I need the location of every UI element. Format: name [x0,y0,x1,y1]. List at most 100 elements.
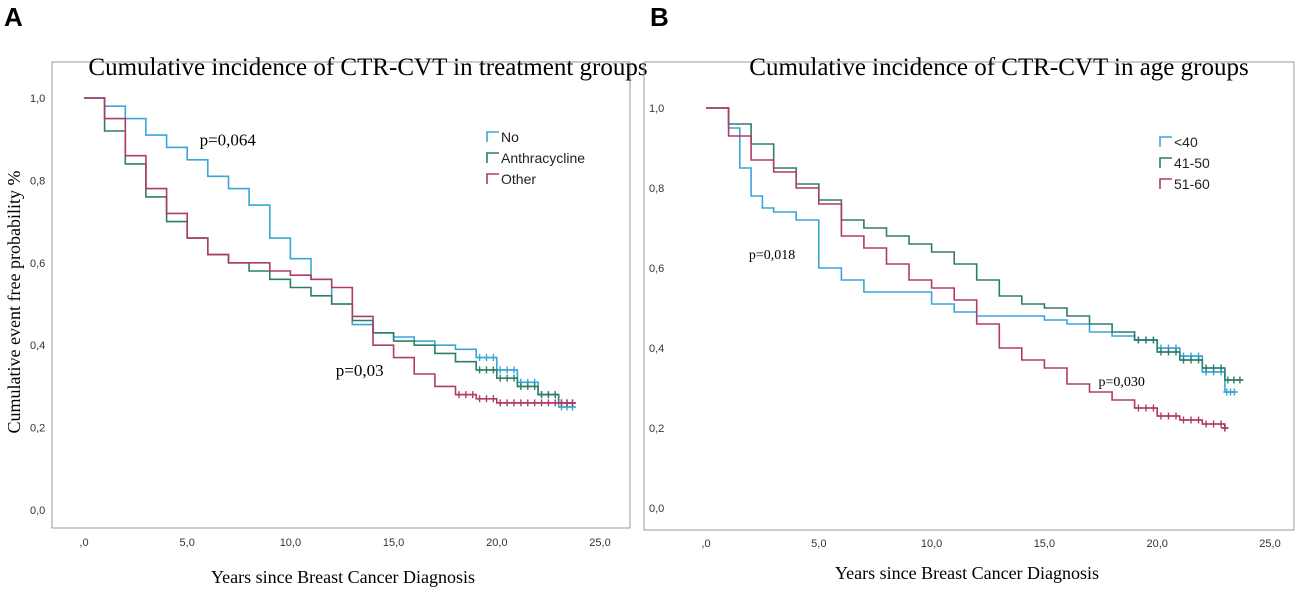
censor-mark [524,382,532,390]
censor-mark [496,366,504,374]
censor-mark [1142,336,1150,344]
x-tick-label: 25,0 [1259,538,1280,550]
plot-frame [51,61,631,529]
censor-mark [1157,348,1165,356]
censor-mark [1172,348,1180,356]
legend-swatch [486,173,499,184]
censor-mark [1134,404,1142,412]
censor-mark [510,399,518,407]
censor-mark [1217,420,1225,428]
censor-mark [496,399,504,407]
censor-mark [551,399,559,407]
legend-label: <40 [1174,134,1198,150]
series-line-no [84,97,576,408]
censor-mark [1149,336,1157,344]
x-tick-label: 20,0 [486,537,507,549]
y-tick-label: 0,0 [649,503,664,515]
legend-label: 51-60 [1174,176,1210,192]
x-axis-label: Years since Breast Cancer Diagnosis [211,567,475,587]
censor-mark [1217,364,1225,372]
censor-mark [1142,404,1150,412]
censor-mark [1134,336,1142,344]
legend-swatch [486,131,499,142]
censor-mark [489,366,497,374]
x-tick-label: ,0 [701,538,710,550]
censor-mark [1180,416,1188,424]
censor-mark [1210,364,1218,372]
censor-mark [455,391,463,399]
censor-mark [544,399,552,407]
censor-mark [1149,404,1157,412]
censor-mark [476,354,484,362]
censor-mark [1172,412,1180,420]
censor-mark [482,354,490,362]
censor-mark [531,399,539,407]
y-tick-label: 1,0 [649,103,664,115]
censor-mark [489,354,497,362]
legend-label: No [501,129,519,145]
censor-mark [1221,424,1229,432]
x-axis-label: Years since Breast Cancer Diagnosis [835,563,1099,583]
p-value-annotation: p=0,018 [749,248,795,263]
legend-label: 41-50 [1174,155,1210,171]
legend-label: Anthracycline [501,150,585,166]
censor-mark [517,399,525,407]
y-tick-label: 0,6 [649,263,664,275]
x-tick-label: 10,0 [280,537,301,549]
legend-swatch [486,152,499,163]
censor-mark [469,391,477,399]
censor-mark [1195,356,1203,364]
censor-mark [1210,420,1218,428]
censor-mark [503,399,511,407]
y-tick-label: 0,2 [30,423,45,435]
censor-mark [538,399,546,407]
y-tick-label: 0,4 [649,343,664,355]
censor-mark [524,399,532,407]
chart-b-svg: Cumulative incidence of CTR-CVT in age g… [643,54,1295,583]
p-value-annotation: p=0,030 [1099,375,1145,390]
series-line-51-60 [706,107,1226,428]
series-line-41-50 [706,107,1243,381]
y-tick-label: 0,8 [649,183,664,195]
censor-mark [1230,376,1238,384]
censor-mark [1180,356,1188,364]
censor-mark [517,382,525,390]
censor-mark [531,382,539,390]
legend-label: Other [501,171,536,187]
legend-swatch [1159,157,1172,168]
censor-mark [462,391,470,399]
chart-a-svg: Cumulative incidence of CTR-CVT in treat… [4,54,648,587]
censor-mark [1236,376,1244,384]
censor-mark [1195,416,1203,424]
x-tick-label: 20,0 [1146,538,1167,550]
censor-mark [482,366,490,374]
panel-letter-b: B [650,2,669,32]
censor-mark [503,366,511,374]
panel-a: A Cumulative incidence of CTR-CVT in tre… [0,0,648,589]
y-tick-label: 0,8 [30,175,45,187]
legend-swatch [1159,136,1172,147]
censor-mark [1164,348,1172,356]
p-value-annotation: p=0,03 [336,361,384,380]
x-tick-label: 15,0 [383,537,404,549]
censor-mark [476,395,484,403]
censor-mark [510,374,518,382]
x-tick-label: 25,0 [589,537,610,549]
censor-mark [1224,376,1232,384]
x-tick-label: 5,0 [180,537,195,549]
y-tick-label: 0,0 [30,505,45,517]
p-value-annotation: p=0,064 [200,130,257,149]
censor-mark [538,391,546,399]
y-axis-label: Cumulative event free probability % [4,171,24,434]
censor-mark [489,395,497,403]
x-tick-label: 5,0 [811,538,826,550]
censor-mark [568,399,576,407]
series-line-anthracycline [84,97,576,404]
panel-b: B Cumulative incidence of CTR-CVT in age… [640,0,1299,589]
censor-mark [1164,412,1172,420]
censor-mark [1202,420,1210,428]
legend-swatch [1159,178,1172,189]
censor-mark [1202,364,1210,372]
censor-mark [544,391,552,399]
y-tick-label: 0,2 [649,423,664,435]
